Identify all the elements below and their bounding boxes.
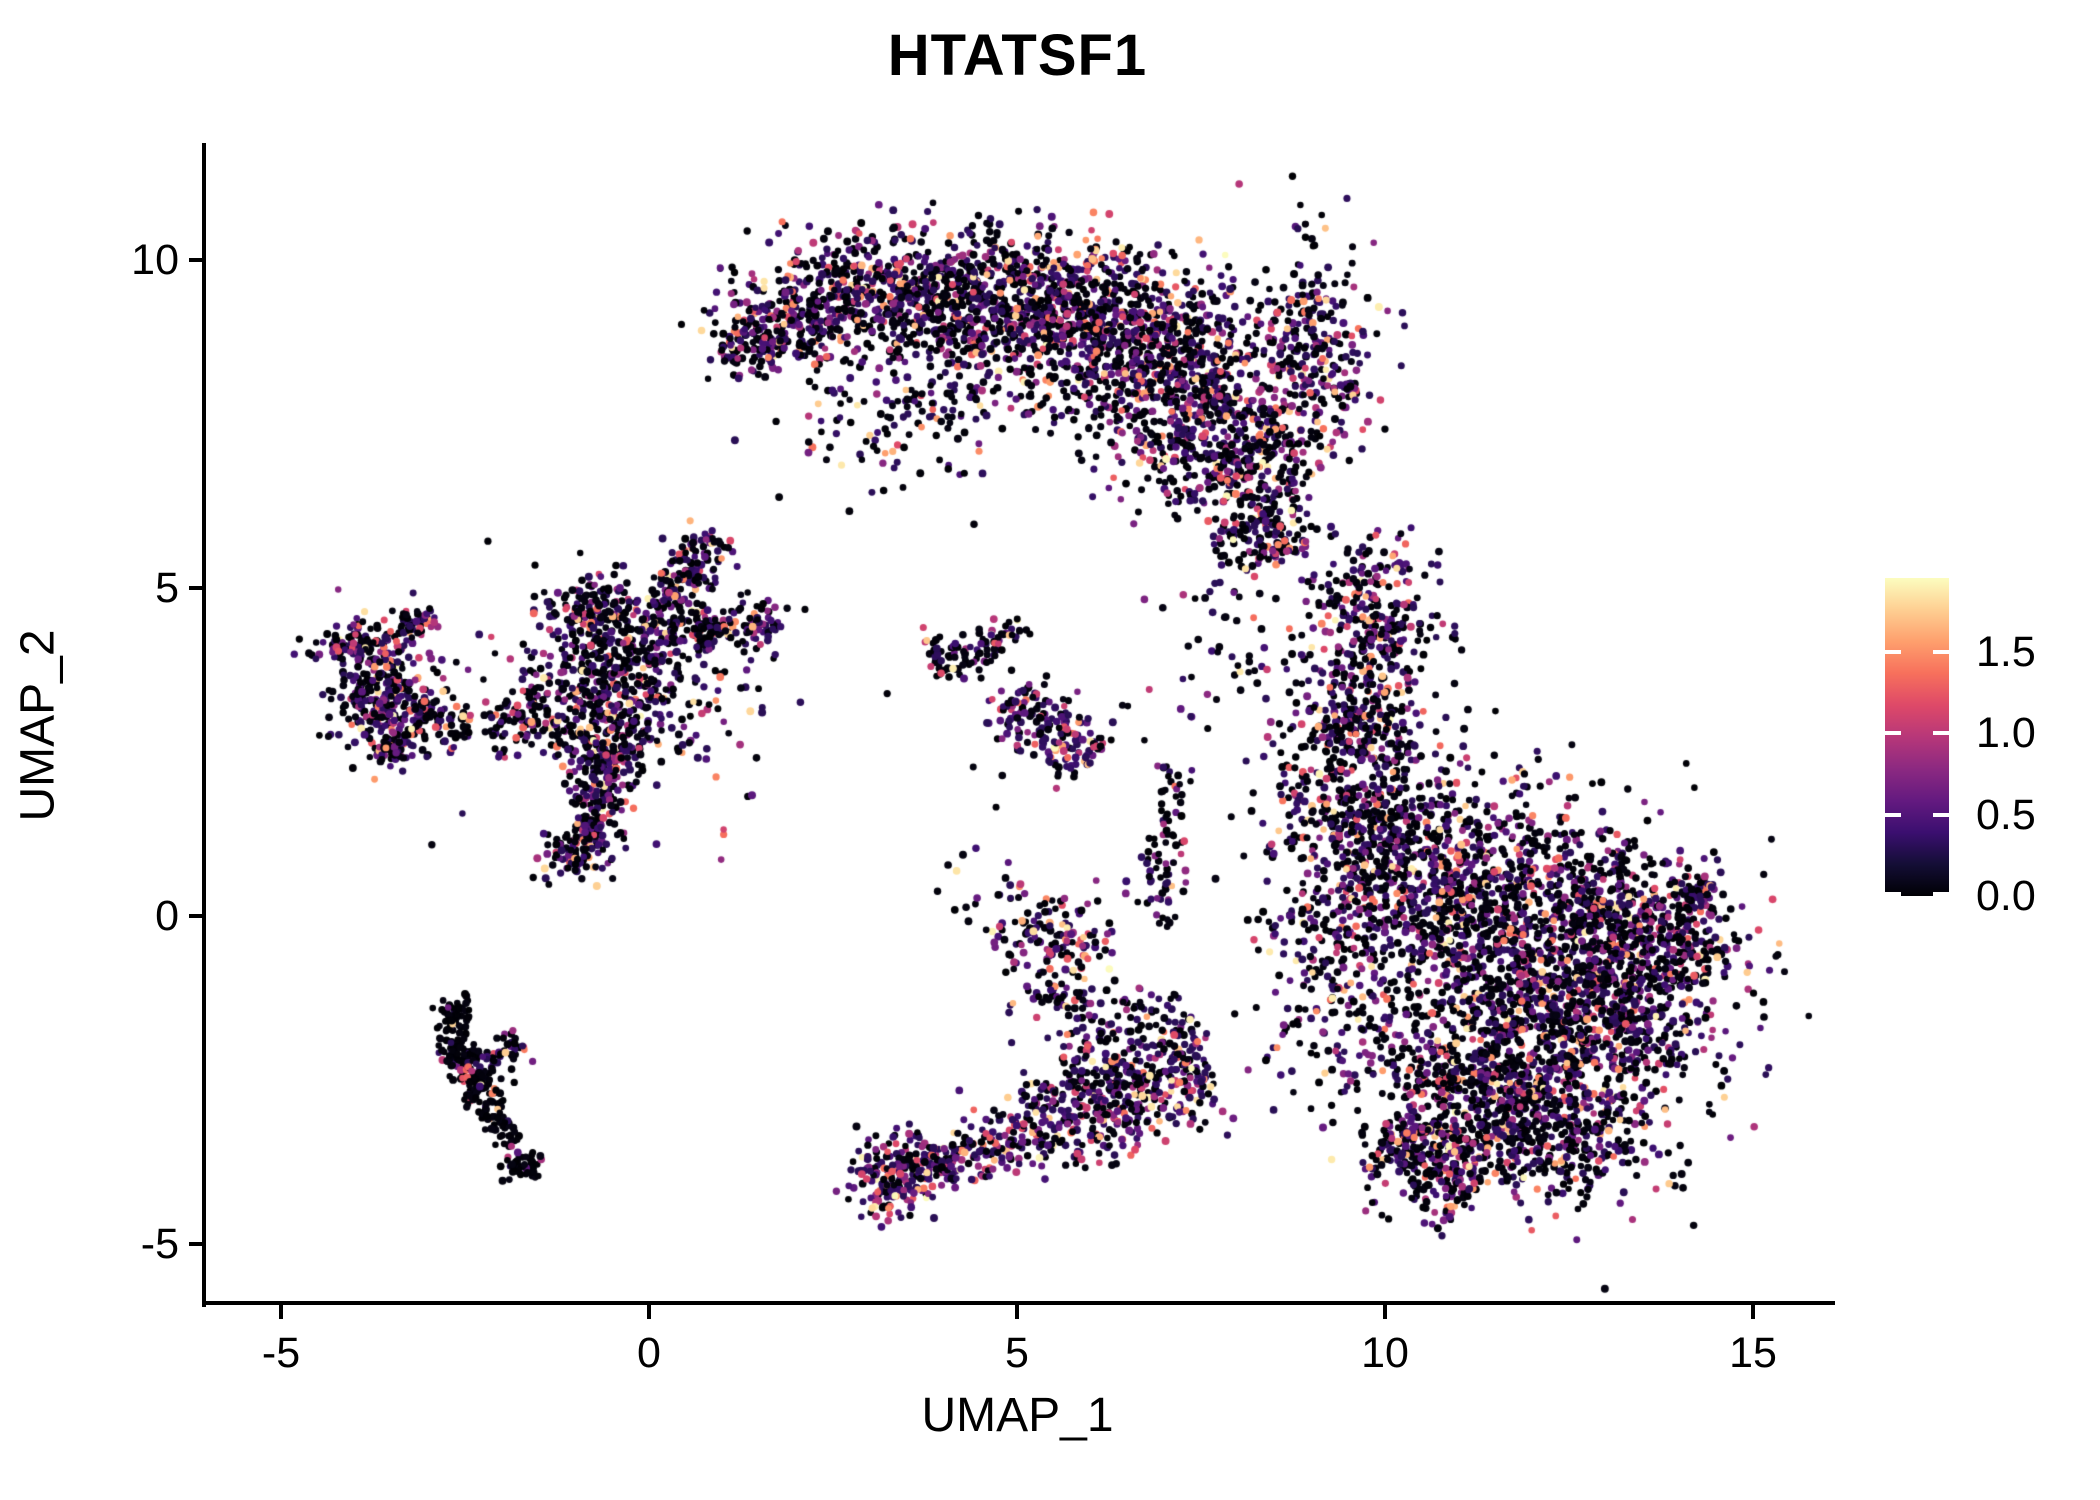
x-tick-mark — [1751, 1305, 1755, 1319]
colorbar-tick-mark — [1885, 892, 1901, 896]
expression-colorbar — [1885, 578, 1949, 896]
colorbar-tick-mark — [1933, 650, 1949, 654]
x-tick-mark — [279, 1305, 283, 1319]
x-axis-line — [202, 1301, 1835, 1305]
colorbar-tick-label: 1.5 — [1976, 628, 2036, 676]
x-tick-label: 5 — [1005, 1329, 1029, 1377]
colorbar-tick-mark — [1933, 731, 1949, 736]
colorbar-tick-label: 1.0 — [1976, 709, 2036, 758]
colorbar-tick-label: 0.5 — [1976, 790, 2036, 839]
colorbar-tick-mark — [1885, 650, 1901, 654]
colorbar-tick-label: 0.0 — [1976, 872, 2036, 920]
y-tick-mark — [189, 586, 203, 590]
y-tick-mark — [189, 914, 203, 918]
plot-title: HTATSF1 — [887, 23, 1148, 88]
x-tick-mark — [1383, 1305, 1387, 1319]
colorbar-tick-mark — [1885, 731, 1901, 736]
y-tick-label: 5 — [155, 564, 179, 612]
x-tick-label: 15 — [1729, 1329, 1777, 1377]
x-tick-mark — [647, 1305, 651, 1319]
x-tick-label: -5 — [261, 1329, 301, 1377]
x-tick-mark — [1015, 1305, 1019, 1319]
y-tick-label: 0 — [155, 892, 179, 940]
colorbar-tick-mark — [1885, 812, 1901, 817]
colorbar-tick-mark — [1933, 812, 1949, 817]
x-tick-label: 0 — [637, 1329, 661, 1377]
colorbar-tick-mark — [1933, 892, 1949, 896]
y-axis-line — [202, 143, 206, 1307]
y-tick-label: -5 — [140, 1220, 179, 1268]
y-axis-label: UMAP_2 — [11, 629, 65, 822]
y-tick-mark — [189, 1242, 203, 1246]
y-tick-mark — [189, 258, 203, 262]
x-axis-label: UMAP_1 — [921, 1389, 1114, 1442]
y-tick-label: 10 — [131, 236, 179, 284]
x-tick-label: 10 — [1361, 1329, 1409, 1377]
